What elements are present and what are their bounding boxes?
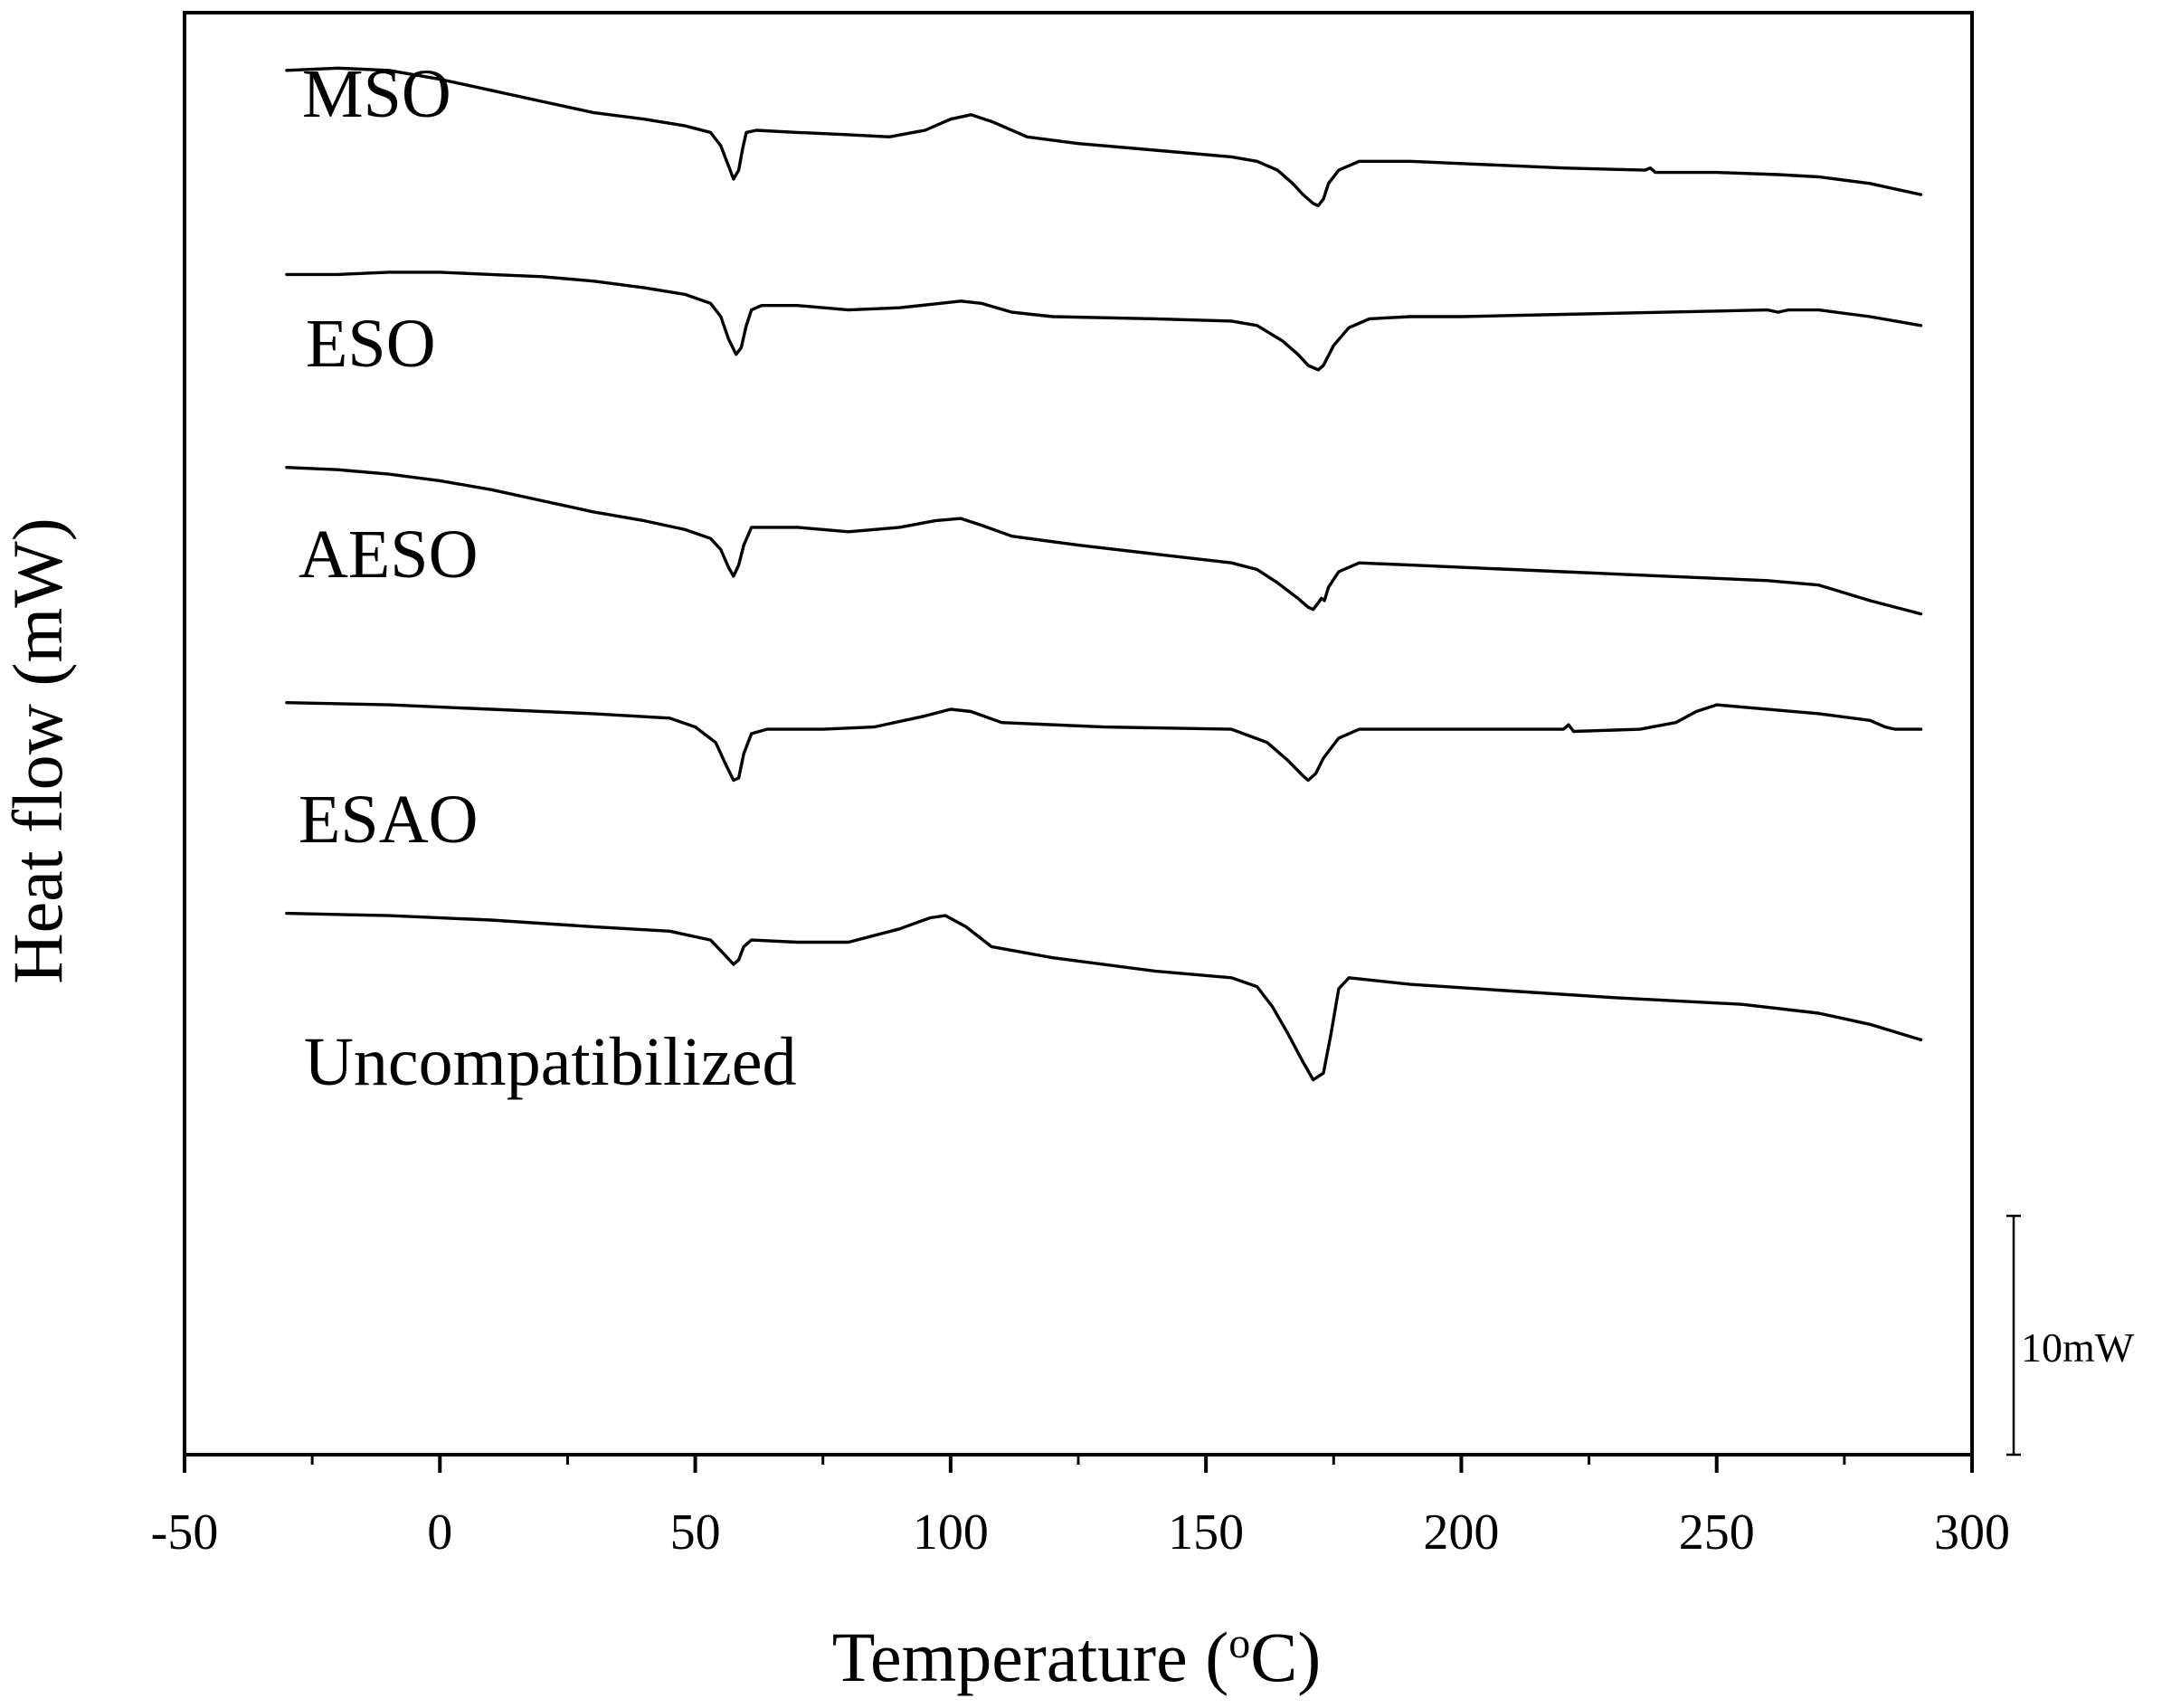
series-label-uncompatibilized: Uncompatibilized (304, 1024, 797, 1100)
series-line-aeso (285, 466, 1923, 616)
curves-group (285, 66, 1923, 1082)
series-label-mso: MSO (302, 56, 451, 132)
series-label-eso: ESO (306, 306, 436, 382)
x-tick-label: 250 (1679, 1504, 1755, 1561)
x-tick-label: 200 (1423, 1504, 1499, 1561)
x-axis: -50 0 50 100 150 200 250 300 (151, 1455, 2010, 1561)
x-axis-title: Temperature (oC) (832, 1618, 1321, 1696)
scale-bar-label: 10mW (2021, 1324, 2135, 1371)
x-tick-label: 50 (670, 1504, 721, 1561)
y-axis-title: Heat flow (mW) (0, 517, 77, 983)
series-label-aeso: AESO (299, 517, 478, 593)
x-axis-title-unit: C) (1250, 1618, 1321, 1696)
x-tick-label: 0 (427, 1504, 452, 1561)
scale-bar: 10mW (2006, 1214, 2135, 1457)
x-axis-title-degree: o (1228, 1619, 1250, 1667)
series-line-mso (285, 66, 1923, 208)
series-label-esao: ESAO (299, 782, 478, 858)
x-tick-label: 100 (913, 1504, 989, 1561)
plot-frame (183, 11, 1974, 1457)
x-axis-title-main: Temperature ( (832, 1618, 1228, 1696)
series-line-eso (285, 270, 1923, 372)
series-line-uncompatibilized (285, 911, 1923, 1082)
series-line-esao (285, 701, 1923, 783)
x-tick-label: 150 (1168, 1504, 1244, 1561)
series-labels-group: MSO ESO AESO ESAO Uncompatibilized (299, 56, 797, 1100)
x-tick-label: 300 (1934, 1504, 2010, 1561)
x-tick-label: -50 (151, 1504, 219, 1561)
